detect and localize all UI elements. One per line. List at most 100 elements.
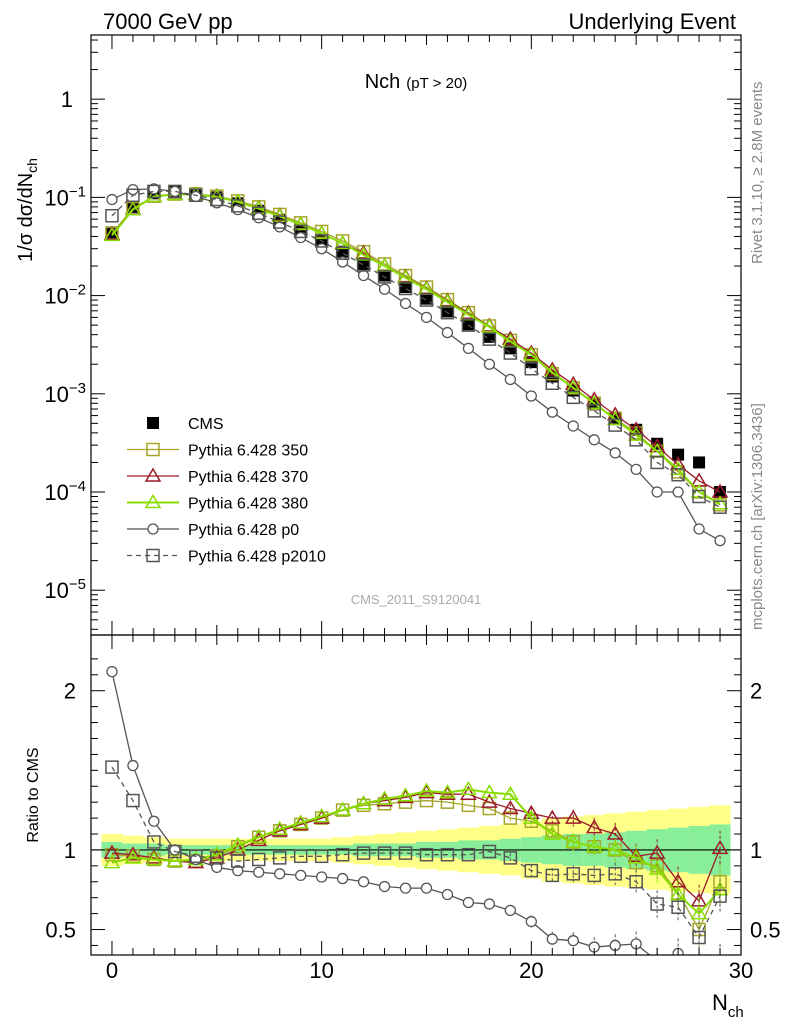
ratio-data-point — [523, 809, 540, 824]
ratio-data-point — [440, 847, 455, 862]
ratio-data-point — [440, 795, 455, 809]
main-data-point — [692, 489, 706, 504]
legend-label: Pythia 6.428 350 — [188, 443, 308, 460]
main-data-point — [356, 258, 371, 272]
ratio-data-point — [461, 847, 476, 862]
ratio-data-point — [314, 849, 329, 864]
main-data-point — [587, 404, 601, 418]
ratio-series-group — [103, 665, 729, 978]
main-y-axis-label: 1/σ dσ/dNch — [15, 158, 40, 262]
main-data-point — [524, 361, 539, 376]
main-data-point — [398, 281, 413, 296]
ratio-data-point — [271, 820, 289, 835]
ratio-y-tick-label-right: 1 — [750, 838, 762, 863]
legend-label: CMS — [188, 416, 224, 433]
ratio-data-point — [692, 930, 706, 945]
ratio-data-point — [462, 896, 475, 909]
ratio-data-point — [694, 968, 704, 978]
ratio-data-point — [313, 808, 330, 823]
ratio-data-point — [671, 900, 685, 914]
main-data-point — [629, 433, 643, 447]
header-right: Underlying Event — [568, 9, 736, 34]
ratio-data-point — [148, 815, 160, 827]
ratio-data-point — [189, 849, 203, 864]
main-series-group — [103, 183, 729, 547]
main-data-point — [483, 358, 496, 370]
side-text-mcplots: mcplots.cern.ch [arXiv:1306.3436] — [749, 403, 766, 630]
ratio-data-point — [711, 839, 729, 855]
ratio-data-point — [334, 801, 351, 816]
main-data-point — [334, 234, 351, 250]
ratio-data-point — [481, 784, 498, 799]
main-data-point — [190, 190, 202, 203]
main-data-point — [713, 500, 727, 514]
main-plot-title-sub: (pT > 20) — [406, 75, 467, 92]
main-data-point — [357, 269, 370, 282]
ratio-data-point — [293, 849, 308, 864]
main-data-point — [441, 326, 454, 339]
main-data-point — [504, 373, 517, 386]
legend-entry: Pythia 6.428 380 — [127, 494, 308, 513]
ratio-y-tick-label-left: 1 — [64, 838, 76, 863]
main-data-point — [315, 243, 328, 255]
ratio-data-point — [418, 782, 435, 797]
main-frame — [90, 34, 742, 636]
main-data-point — [272, 215, 287, 229]
main-plot-title: Nch (pT > 20) — [365, 71, 468, 93]
ratio-data-point — [713, 889, 727, 903]
main-y-axis-label-sub: ch — [24, 158, 40, 173]
main-data-point — [672, 448, 685, 461]
ratio-data-point — [502, 800, 519, 815]
ratio-data-point — [543, 825, 561, 840]
ratio-data-point — [231, 854, 245, 868]
ratio-data-point — [211, 861, 223, 874]
main-y-tick-label: 10−1 — [44, 183, 86, 210]
main-data-point — [650, 455, 664, 470]
ratio-y-ticks: 0.5 0.5 1 1 2 2 — [45, 658, 781, 946]
main-data-point — [355, 246, 372, 261]
ratio-data-point — [274, 868, 286, 880]
legend-entry: CMS — [147, 416, 224, 433]
main-data-point — [671, 467, 685, 482]
main-data-point — [566, 390, 581, 405]
legend-label: Pythia 6.428 380 — [188, 496, 308, 513]
main-data-point — [103, 226, 121, 242]
ratio-data-point — [377, 846, 392, 860]
ratio-data-point — [145, 849, 163, 864]
ratio-data-point — [441, 888, 454, 901]
ratio-data-point — [336, 872, 349, 885]
main-data-point — [567, 420, 579, 432]
ratio-data-point — [650, 897, 664, 911]
ratio-plot-panel: 0.5 0.5 1 1 2 2 0 10 20 30 Ratio to CMS Nch — [25, 634, 781, 1021]
main-data-point — [608, 418, 622, 432]
ratio-data-point — [127, 759, 139, 772]
ratio-data-point — [483, 898, 496, 910]
ratio-data-point — [504, 904, 517, 917]
ratio-data-point — [398, 846, 413, 860]
ratio-data-point — [105, 760, 119, 774]
main-data-point — [231, 199, 245, 213]
ratio-data-point — [419, 793, 434, 808]
x-axis-label-sub: ch — [728, 1004, 744, 1021]
main-data-point — [482, 332, 497, 346]
ratio-data-point — [292, 814, 309, 829]
main-data-point — [672, 486, 684, 498]
main-data-point — [210, 192, 224, 207]
legend-entry: Pythia 6.428 p2010 — [127, 549, 326, 566]
ratio-series-line — [111, 788, 721, 916]
main-data-point — [606, 410, 624, 426]
main-data-point — [399, 297, 412, 310]
ratio-data-point — [272, 851, 287, 865]
ratio-data-point — [147, 835, 161, 849]
legend-marker — [146, 442, 160, 457]
legend-label: Pythia 6.428 p0 — [188, 522, 299, 539]
main-data-point — [105, 208, 119, 223]
ratio-data-point — [378, 880, 391, 893]
main-series-5 — [105, 184, 727, 514]
ratio-data-point — [585, 838, 603, 853]
ratio-data-point — [652, 956, 662, 966]
ratio-data-point — [124, 849, 142, 864]
main-series-3 — [103, 185, 729, 510]
ratio-data-point — [399, 882, 412, 894]
